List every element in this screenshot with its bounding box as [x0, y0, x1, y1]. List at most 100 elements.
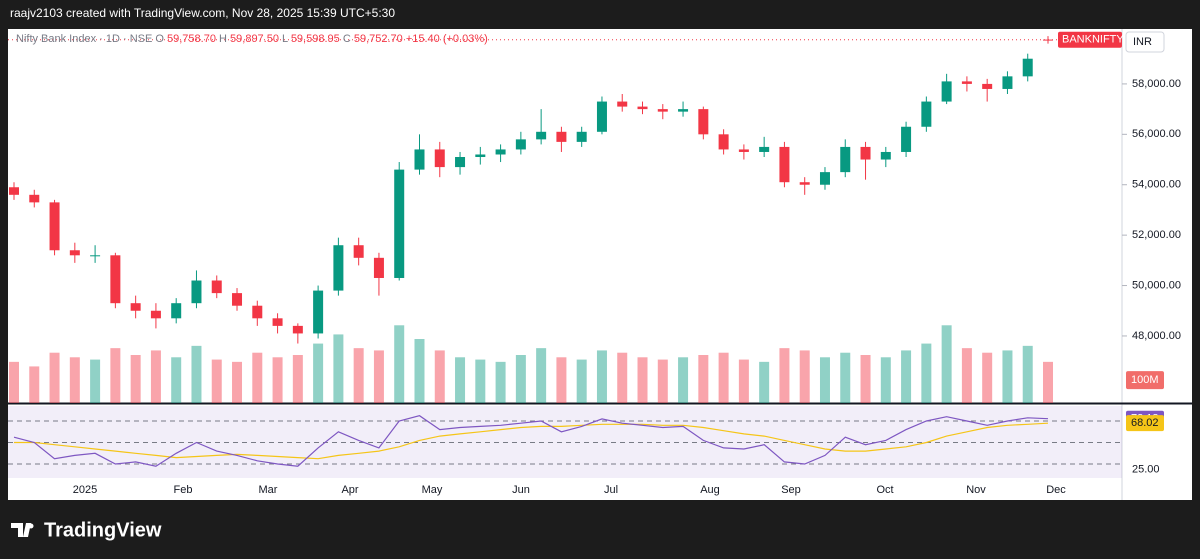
volume-bar [515, 355, 526, 403]
price-badge [1058, 31, 1122, 48]
volume-bar [1022, 345, 1033, 403]
ohlc-key: H [219, 33, 227, 45]
volume-bar [1002, 350, 1013, 403]
volume-bar [90, 359, 101, 403]
candle-body [515, 139, 526, 150]
x-tick-label: 2025 [73, 484, 97, 496]
currency-label: INR [1133, 36, 1152, 48]
ohlc-value: 59,897.50 [230, 33, 279, 45]
candle-body [191, 280, 202, 304]
volume-bar [718, 352, 729, 403]
candle-body [840, 146, 851, 173]
candle-body [921, 101, 932, 127]
volume-bar [211, 359, 222, 403]
volume-bar [130, 355, 141, 403]
x-tick-label: Mar [259, 484, 278, 496]
currency-box [1125, 31, 1165, 53]
volume-bar [373, 350, 384, 403]
volume-bar [840, 352, 851, 403]
brand-logo: TradingView [11, 519, 162, 541]
volume-bar [738, 359, 749, 403]
candle-body [373, 257, 384, 278]
volume-bar [353, 348, 364, 403]
brand-name: TradingView [44, 519, 162, 541]
volume-bar [394, 325, 405, 403]
price-badge-label: BANKNIFTY [1062, 34, 1124, 46]
volume-bar [191, 345, 202, 403]
volume-tick-badge [1126, 371, 1164, 390]
candle-body [150, 310, 161, 319]
y-tick-label: 50,000.00 [1132, 279, 1181, 291]
candle-body [759, 146, 770, 152]
ohlc-value: 59,758.70 [167, 33, 216, 45]
ohlc-value: 59,598.95 [291, 33, 340, 45]
ohlc-key: O [155, 33, 164, 45]
candle-body [819, 172, 830, 185]
volume-bar [799, 350, 810, 403]
volume-bar [252, 352, 263, 403]
candle-body [596, 101, 607, 132]
candle-body [1022, 58, 1033, 77]
candle-body [678, 109, 689, 112]
x-tick-label: Aug [700, 484, 720, 496]
candle-body [455, 157, 466, 168]
candle-body [718, 134, 729, 150]
x-tick-label: Feb [174, 484, 193, 496]
volume-bar [657, 359, 668, 403]
volume-bar [29, 366, 40, 403]
candle-body [657, 109, 668, 112]
volume-bar [150, 350, 161, 403]
candle-body [292, 325, 303, 334]
y-tick-label: 54,000.00 [1132, 179, 1181, 191]
volume-bar [596, 350, 607, 403]
candle-body [313, 290, 324, 334]
candle-body [475, 154, 486, 158]
logo-icon [11, 523, 31, 537]
candle-body [211, 280, 222, 294]
candle-body [880, 151, 891, 160]
candle-body [49, 202, 60, 251]
x-tick-label: May [422, 484, 443, 496]
logo-dot [28, 523, 34, 529]
y-tick-label: 58,000.00 [1132, 78, 1181, 90]
volume-bar [69, 357, 80, 403]
volume-bar [880, 357, 891, 403]
symbol-legend: Nifty Bank Index · 1D · NSE O 59,758.70 … [16, 33, 488, 45]
candle-body [698, 109, 709, 135]
volume-bar [576, 359, 587, 403]
candle-body [353, 245, 364, 258]
candle-body [232, 293, 243, 306]
volume-bar [941, 325, 952, 403]
candle-body [495, 149, 506, 155]
y-tick-label: 52,000.00 [1132, 229, 1181, 241]
change-value: +15.40 (+0.03%) [406, 33, 488, 45]
candle-body [637, 106, 648, 110]
ohlc-key: L [282, 33, 288, 45]
volume-bar [434, 350, 445, 403]
volume-bar [9, 361, 19, 403]
volume-bar [779, 348, 790, 403]
candle-body [901, 126, 912, 152]
x-tick-label: Nov [966, 484, 986, 496]
volume-bar [272, 357, 283, 403]
volume-bar [414, 339, 425, 403]
symbol-name: Nifty Bank Index · 1D · NSE [16, 33, 152, 45]
candle-body [779, 146, 790, 183]
candle-body [961, 81, 972, 84]
candle-body [576, 131, 587, 142]
candle-body [860, 146, 871, 160]
volume-bar [110, 348, 121, 403]
volume-bar [475, 359, 486, 403]
volume-bar [49, 352, 60, 403]
rsi-ma-line [14, 422, 1049, 460]
volume-bar [292, 355, 303, 403]
rsi-line [13, 415, 1049, 467]
volume-bar [1043, 361, 1053, 403]
volume-bar [536, 348, 547, 403]
volume-bar [171, 357, 182, 403]
volume-bar [455, 357, 466, 403]
x-tick-label: Oct [876, 484, 893, 496]
candle-body [941, 81, 952, 102]
volume-bar [819, 357, 830, 403]
